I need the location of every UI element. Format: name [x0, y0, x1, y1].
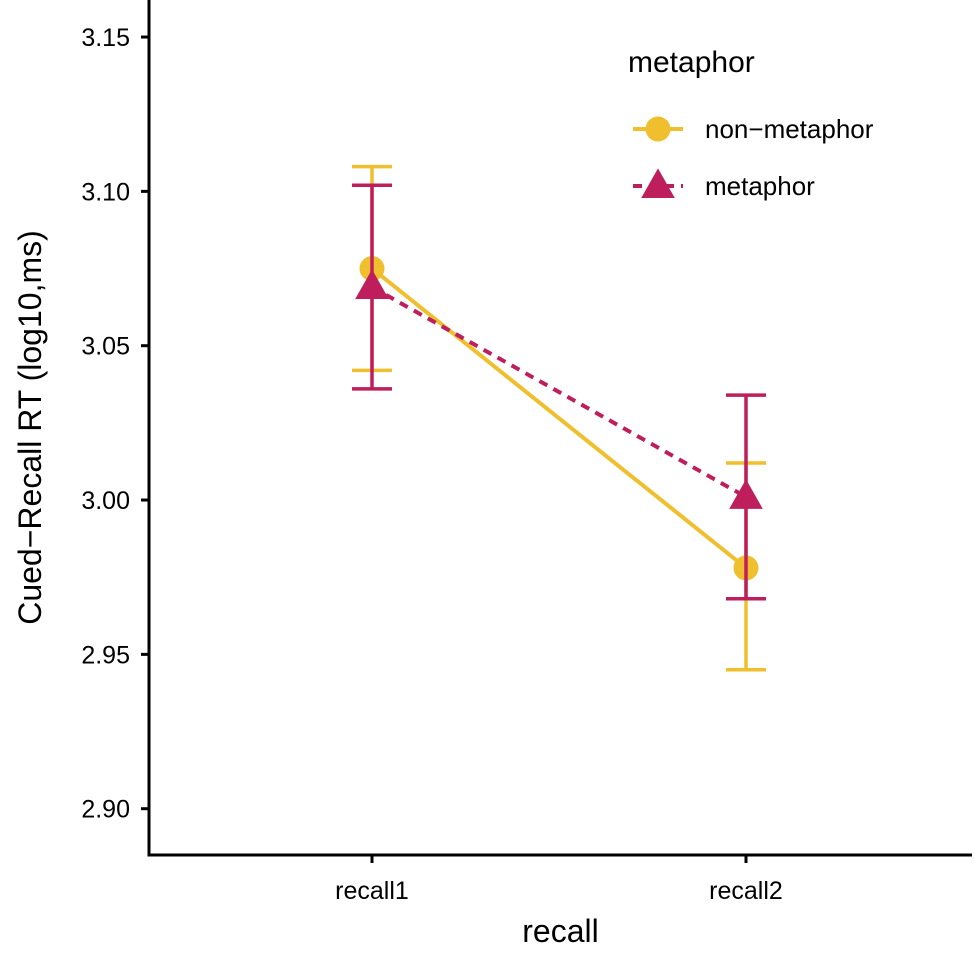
- x-tick-label: recall1: [335, 877, 409, 905]
- y-tick-label: 3.00: [81, 487, 130, 515]
- legend-key-non-metaphor: non−metaphor: [633, 114, 874, 144]
- legend-label: metaphor: [705, 171, 815, 201]
- series-line: [371, 285, 747, 499]
- y-tick-label: 3.15: [81, 24, 130, 52]
- series-layer: [352, 164, 766, 672]
- y-tick-label: 3.05: [81, 333, 130, 361]
- legend-marker: [645, 116, 671, 142]
- x-ticks: recall1 recall2: [335, 855, 783, 905]
- x-tick-label: recall2: [709, 877, 783, 905]
- data-point: [729, 479, 763, 509]
- legend-title: metaphor: [628, 46, 755, 79]
- y-tick-label: 3.10: [81, 178, 130, 206]
- data-point: [355, 269, 389, 300]
- legend: metaphor non−metaphor metaphor: [628, 46, 874, 201]
- axes: [147, 0, 972, 857]
- series-non-metaphor: [352, 164, 766, 672]
- legend-key-metaphor: metaphor: [633, 168, 815, 201]
- series-line: [370, 266, 748, 570]
- y-ticks: 2.90 2.95 3.00 3.05 3.10 3.15: [81, 24, 149, 824]
- y-tick-label: 2.90: [81, 796, 130, 824]
- x-axis-title: recall: [522, 913, 598, 949]
- y-tick-label: 2.95: [81, 641, 130, 669]
- series-metaphor: [352, 183, 766, 601]
- legend-label: non−metaphor: [705, 114, 874, 144]
- legend-marker: [641, 168, 675, 198]
- y-axis-title: Cued−Recall RT (log10,ms): [12, 230, 48, 625]
